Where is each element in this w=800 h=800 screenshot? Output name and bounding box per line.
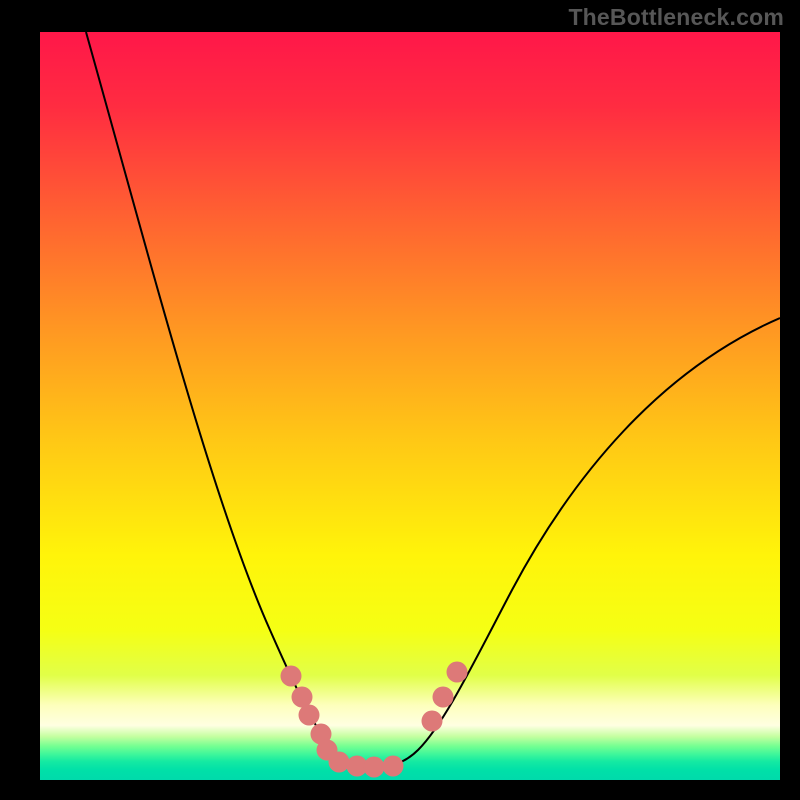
trough-marker: [383, 756, 404, 777]
trough-marker: [422, 711, 443, 732]
chart-svg: [0, 0, 800, 800]
trough-marker: [433, 687, 454, 708]
trough-marker: [292, 687, 313, 708]
watermark-text: TheBottleneck.com: [568, 4, 784, 31]
trough-marker: [447, 662, 468, 683]
chart-stage: TheBottleneck.com: [0, 0, 800, 800]
trough-marker: [299, 705, 320, 726]
plot-background: [40, 32, 780, 780]
trough-marker: [364, 757, 385, 778]
trough-marker: [281, 666, 302, 687]
trough-marker: [329, 752, 350, 773]
